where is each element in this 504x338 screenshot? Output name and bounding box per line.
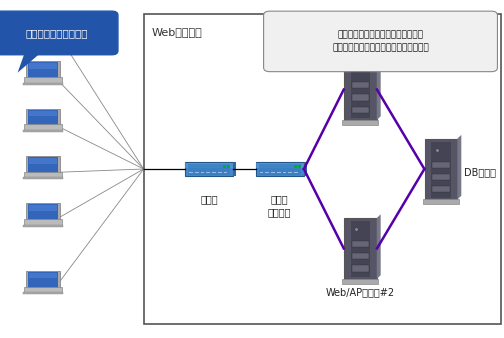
FancyBboxPatch shape [26,203,60,221]
Polygon shape [458,135,461,199]
FancyBboxPatch shape [23,177,62,179]
FancyBboxPatch shape [26,62,60,79]
FancyBboxPatch shape [233,162,236,176]
FancyBboxPatch shape [26,156,60,174]
FancyBboxPatch shape [185,162,233,176]
FancyBboxPatch shape [351,253,369,259]
Polygon shape [376,55,381,120]
Text: Web/APサーバ#2: Web/APサーバ#2 [326,287,395,297]
FancyBboxPatch shape [24,219,61,225]
FancyBboxPatch shape [350,221,370,277]
FancyBboxPatch shape [28,272,58,288]
FancyBboxPatch shape [351,106,369,113]
Text: ルータ: ルータ [201,194,218,204]
Text: ユーザ独自のフレームワークを搜載
独自コネクションプールを実装している: ユーザ独自のフレームワークを搜載 独自コネクションプールを実装している [332,31,429,52]
FancyBboxPatch shape [28,204,58,220]
FancyBboxPatch shape [23,292,62,294]
FancyBboxPatch shape [24,30,61,35]
FancyBboxPatch shape [28,110,58,126]
FancyBboxPatch shape [351,265,369,271]
FancyBboxPatch shape [29,111,57,116]
FancyBboxPatch shape [424,139,458,199]
FancyBboxPatch shape [23,35,62,37]
FancyBboxPatch shape [28,63,58,78]
FancyBboxPatch shape [185,163,233,168]
FancyBboxPatch shape [256,163,303,168]
FancyBboxPatch shape [264,11,497,72]
FancyBboxPatch shape [28,157,58,173]
FancyBboxPatch shape [342,279,379,284]
FancyBboxPatch shape [28,15,58,31]
FancyBboxPatch shape [24,124,61,130]
FancyBboxPatch shape [29,273,57,279]
Text: DBサーバ: DBサーバ [464,167,495,177]
FancyBboxPatch shape [24,172,61,177]
FancyBboxPatch shape [351,82,369,88]
Text: ロード
バランサ: ロード バランサ [268,194,291,217]
FancyBboxPatch shape [259,164,301,175]
FancyBboxPatch shape [344,59,376,120]
FancyBboxPatch shape [29,63,57,69]
FancyBboxPatch shape [29,205,57,211]
FancyBboxPatch shape [0,11,118,55]
FancyBboxPatch shape [351,241,369,247]
FancyBboxPatch shape [351,94,369,100]
FancyBboxPatch shape [344,218,376,279]
FancyBboxPatch shape [23,130,62,132]
FancyBboxPatch shape [432,162,450,168]
Polygon shape [18,51,43,73]
FancyBboxPatch shape [24,287,61,292]
Polygon shape [302,47,358,68]
Text: Web/APサーバ#1: Web/APサーバ#1 [326,41,395,51]
FancyBboxPatch shape [26,271,60,289]
Text: なんだか遅くなったぞ: なんだか遅くなったぞ [25,28,88,38]
FancyBboxPatch shape [188,164,230,175]
FancyBboxPatch shape [29,16,57,22]
FancyBboxPatch shape [24,77,61,83]
Bar [144,14,501,324]
FancyBboxPatch shape [431,142,451,198]
Text: Webシステム: Webシステム [151,27,202,37]
FancyBboxPatch shape [29,158,57,164]
FancyBboxPatch shape [23,83,62,84]
FancyBboxPatch shape [342,120,379,125]
FancyBboxPatch shape [26,14,60,32]
FancyBboxPatch shape [303,162,306,176]
FancyBboxPatch shape [423,199,459,204]
FancyBboxPatch shape [256,162,303,176]
FancyBboxPatch shape [23,225,62,226]
FancyBboxPatch shape [350,62,370,118]
FancyBboxPatch shape [432,174,450,180]
FancyBboxPatch shape [26,109,60,127]
FancyBboxPatch shape [432,186,450,192]
Polygon shape [376,214,381,279]
